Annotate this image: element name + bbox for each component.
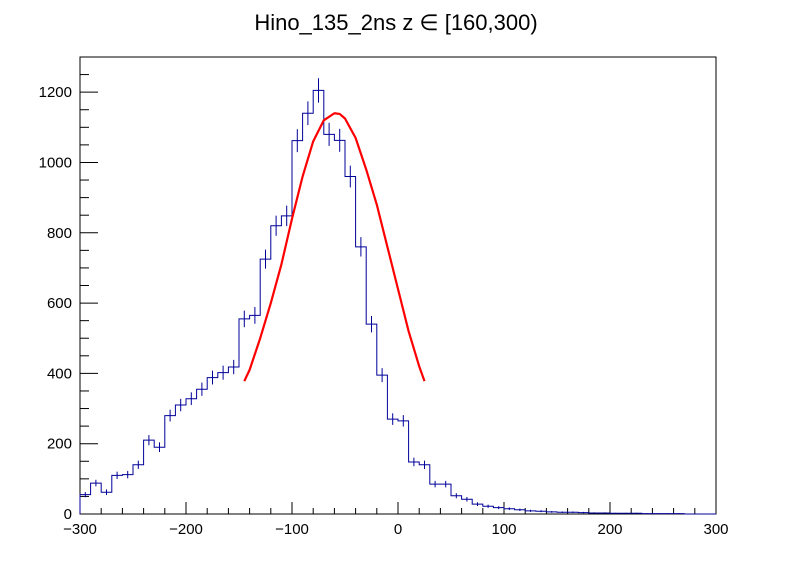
y-tick-label: 600 [47, 295, 72, 312]
histogram-series [79, 78, 716, 515]
y-tick-label: 1200 [39, 84, 72, 101]
y-tick-label: 1000 [39, 154, 72, 171]
fit-series [243, 112, 426, 382]
x-tick-label: 300 [703, 521, 728, 538]
y-tick-label: 0 [64, 506, 72, 523]
x-tick-label: −200 [169, 521, 203, 538]
y-tick-label: 800 [47, 225, 72, 242]
x-axis: −300 −200 −100 0 100 200 300 [63, 502, 729, 538]
x-tick-label: 0 [394, 521, 402, 538]
x-tick-label: −300 [63, 521, 97, 538]
x-tick-label: −100 [275, 521, 309, 538]
y-axis: 0 200 400 600 800 1000 1200 [39, 56, 98, 523]
y-tick-label: 400 [47, 365, 72, 382]
y-tick-label: 200 [47, 436, 72, 453]
x-tick-label: 100 [491, 521, 516, 538]
x-tick-label: 200 [597, 521, 622, 538]
chart-title: Hino_135_2ns z ∈ [160,300) [254, 10, 537, 35]
histogram-outline [79, 89, 716, 515]
fit-curve [243, 112, 426, 382]
